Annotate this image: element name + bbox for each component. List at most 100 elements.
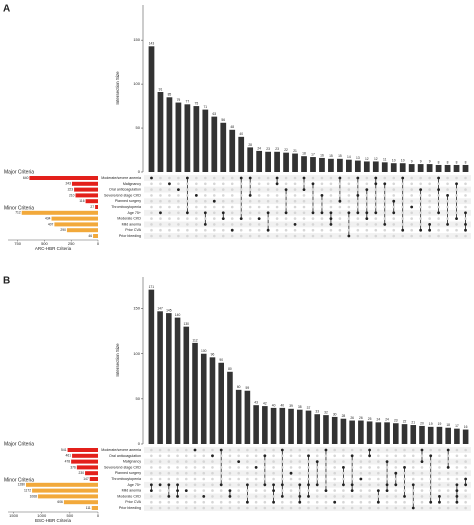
matrix-dot [311,211,315,215]
matrix-dot-empty [289,495,293,498]
matrix-dot-empty [320,223,324,226]
matrix-dot-empty [403,454,406,458]
intersection-bar [390,163,397,172]
matrix-dot-empty [446,234,449,238]
matrix-dot-empty [437,194,440,197]
matrix-dot-empty [239,182,243,186]
set-name: Thrombocytopenia [111,205,141,209]
matrix-dot-empty [202,506,206,510]
set-name: Prior CVA [125,228,141,232]
matrix-dot-empty [272,460,275,463]
matrix-dot-empty [168,228,171,232]
matrix-dot-empty [275,223,279,226]
matrix-dot-empty [374,223,378,226]
matrix-dot-empty [158,460,162,463]
matrix-dot-empty [410,211,413,215]
matrix-dot-empty [212,211,216,215]
matrix-dot-empty [293,199,297,203]
matrix-dot-empty [186,199,189,203]
set-name: Malignancy [123,182,141,186]
matrix-dot-empty [350,460,354,463]
set-name: Malignancy [123,460,141,464]
matrix-dot-empty [403,489,406,492]
set-bar [37,494,98,499]
matrix-dot-empty [374,217,378,220]
set-tick-label: 750 [14,241,21,246]
group-label: Minor Criteria [4,478,34,484]
matrix-dot-empty [248,217,252,220]
matrix-dot-empty [374,205,378,209]
matrix-dot-empty [324,466,328,469]
matrix-dot [383,182,387,186]
matrix-dot-empty [338,194,342,197]
matrix-dot-empty [239,223,243,226]
set-name: Severe/end-stage CKD [104,465,141,469]
y-tick-label: 0 [138,441,141,446]
bar-value-label: 21 [293,149,297,153]
matrix-dot-empty [383,188,387,191]
matrix-dot-empty [437,228,440,232]
matrix-dot-empty [394,495,398,498]
set-name: Moderate CKD [117,217,141,221]
bar-value-label: 24 [377,418,381,422]
matrix-dot-empty [302,211,306,215]
matrix-dot-empty [324,471,328,475]
matrix-dot-empty [438,460,441,463]
matrix-dot [401,228,405,232]
bar-value-label: 24 [257,146,261,150]
matrix-dot [248,194,252,197]
matrix-dot-empty [429,466,433,469]
matrix-dot-empty [338,223,342,226]
matrix-dot [298,500,302,504]
bar-value-label: 28 [342,414,346,418]
matrix-dot [385,460,389,463]
intersection-bar [157,311,163,444]
matrix-dot-empty [342,489,345,492]
intersection-bar [253,405,259,444]
intersection-bar [148,289,155,444]
bar-value-label: 42 [263,401,267,405]
matrix-dot [272,500,275,504]
matrix-dot-empty [333,495,336,498]
matrix-dot-empty [302,223,306,226]
matrix-dot-empty [411,471,415,475]
matrix-dot [254,466,258,469]
set-value-label: 27 [90,205,94,209]
matrix-dot-empty [219,471,223,475]
matrix-dot-empty [356,228,360,232]
matrix-dot-empty [342,454,345,458]
matrix-dot-empty [284,205,288,209]
matrix-dot-empty [281,500,284,504]
bar-value-label: 20 [420,421,424,425]
matrix-dot-empty [158,477,162,481]
intersection-bar [381,162,388,172]
y-tick-label: 50 [136,396,141,401]
set-bar [72,453,98,458]
matrix-dot-empty [221,223,225,226]
matrix-dot-empty [455,194,458,197]
matrix-dot-empty [401,211,405,215]
matrix-dot [419,228,423,232]
matrix-dot [280,448,284,452]
matrix-dot-empty [438,489,441,492]
matrix-dot-empty [329,234,333,238]
set-value-label: 1172 [24,488,31,492]
intersection-bar [202,109,209,172]
panel-label: B [3,276,10,287]
matrix-dot [245,500,249,504]
matrix-dot [338,199,342,203]
matrix-dot [245,483,249,487]
matrix-dot-empty [168,188,171,191]
matrix-dot [284,188,288,192]
matrix-dot-empty [158,448,162,452]
matrix-dot-empty [204,228,207,232]
matrix-dot-empty [212,188,216,191]
matrix-dot-empty [446,477,450,481]
set-tick-label: 0 [97,513,100,518]
matrix-dot-empty [202,466,206,469]
set-bar [66,228,98,233]
matrix-dot-empty [320,176,324,180]
matrix-dot-empty [293,194,297,197]
matrix-dot-empty [257,176,261,180]
matrix-dot-empty [202,460,206,463]
